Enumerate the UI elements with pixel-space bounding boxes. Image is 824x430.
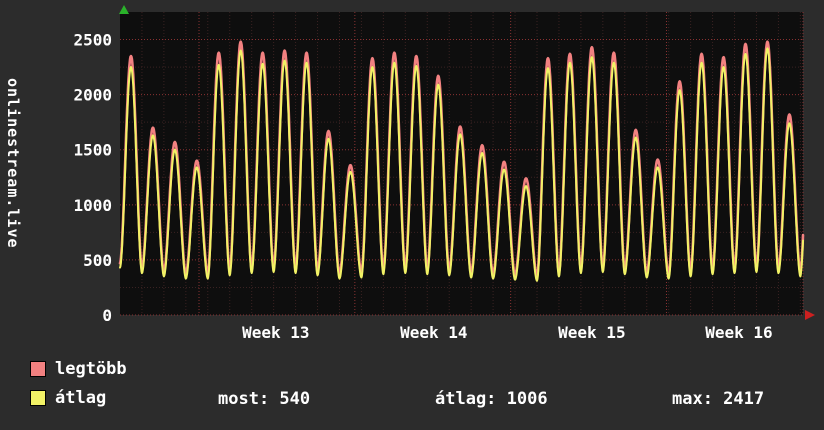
x-axis-ticks: Week 13 Week 14 Week 15 Week 16 bbox=[242, 323, 773, 342]
y-tick-label: 1000 bbox=[73, 196, 112, 215]
legend-item-legtobb: legtöbb bbox=[30, 359, 127, 379]
legend-swatch-legtobb bbox=[30, 361, 46, 377]
series-line-atlag bbox=[119, 47, 804, 282]
stat-most: most: 540 bbox=[218, 389, 311, 409]
x-tick-label: Week 15 bbox=[558, 323, 625, 342]
legend-label-legtobb: legtöbb bbox=[55, 359, 127, 379]
x-tick-label: Week 14 bbox=[400, 323, 467, 342]
y-tick-label: 2000 bbox=[73, 86, 112, 105]
stat-atlag: átlag: 1006 bbox=[435, 389, 548, 409]
y-tick-label: 2500 bbox=[73, 31, 112, 50]
y-axis-arrow-icon bbox=[119, 5, 129, 14]
x-tick-label: Week 16 bbox=[705, 323, 772, 342]
y-tick-label: 0 bbox=[102, 306, 112, 325]
vertical-axis-title: onlinestream.live bbox=[4, 78, 22, 249]
legend-label-atlag: átlag bbox=[55, 388, 107, 408]
legend-item-atlag: átlag bbox=[30, 388, 106, 408]
y-axis-ticks: 0 500 1000 1500 2000 2500 bbox=[73, 31, 112, 325]
y-tick-label: 500 bbox=[83, 251, 112, 270]
y-tick-label: 1500 bbox=[73, 141, 112, 160]
legend-swatch-atlag bbox=[30, 390, 46, 406]
stat-max: max: 2417 bbox=[672, 389, 765, 409]
x-tick-label: Week 13 bbox=[242, 323, 309, 342]
x-axis-arrow-icon bbox=[805, 310, 815, 320]
